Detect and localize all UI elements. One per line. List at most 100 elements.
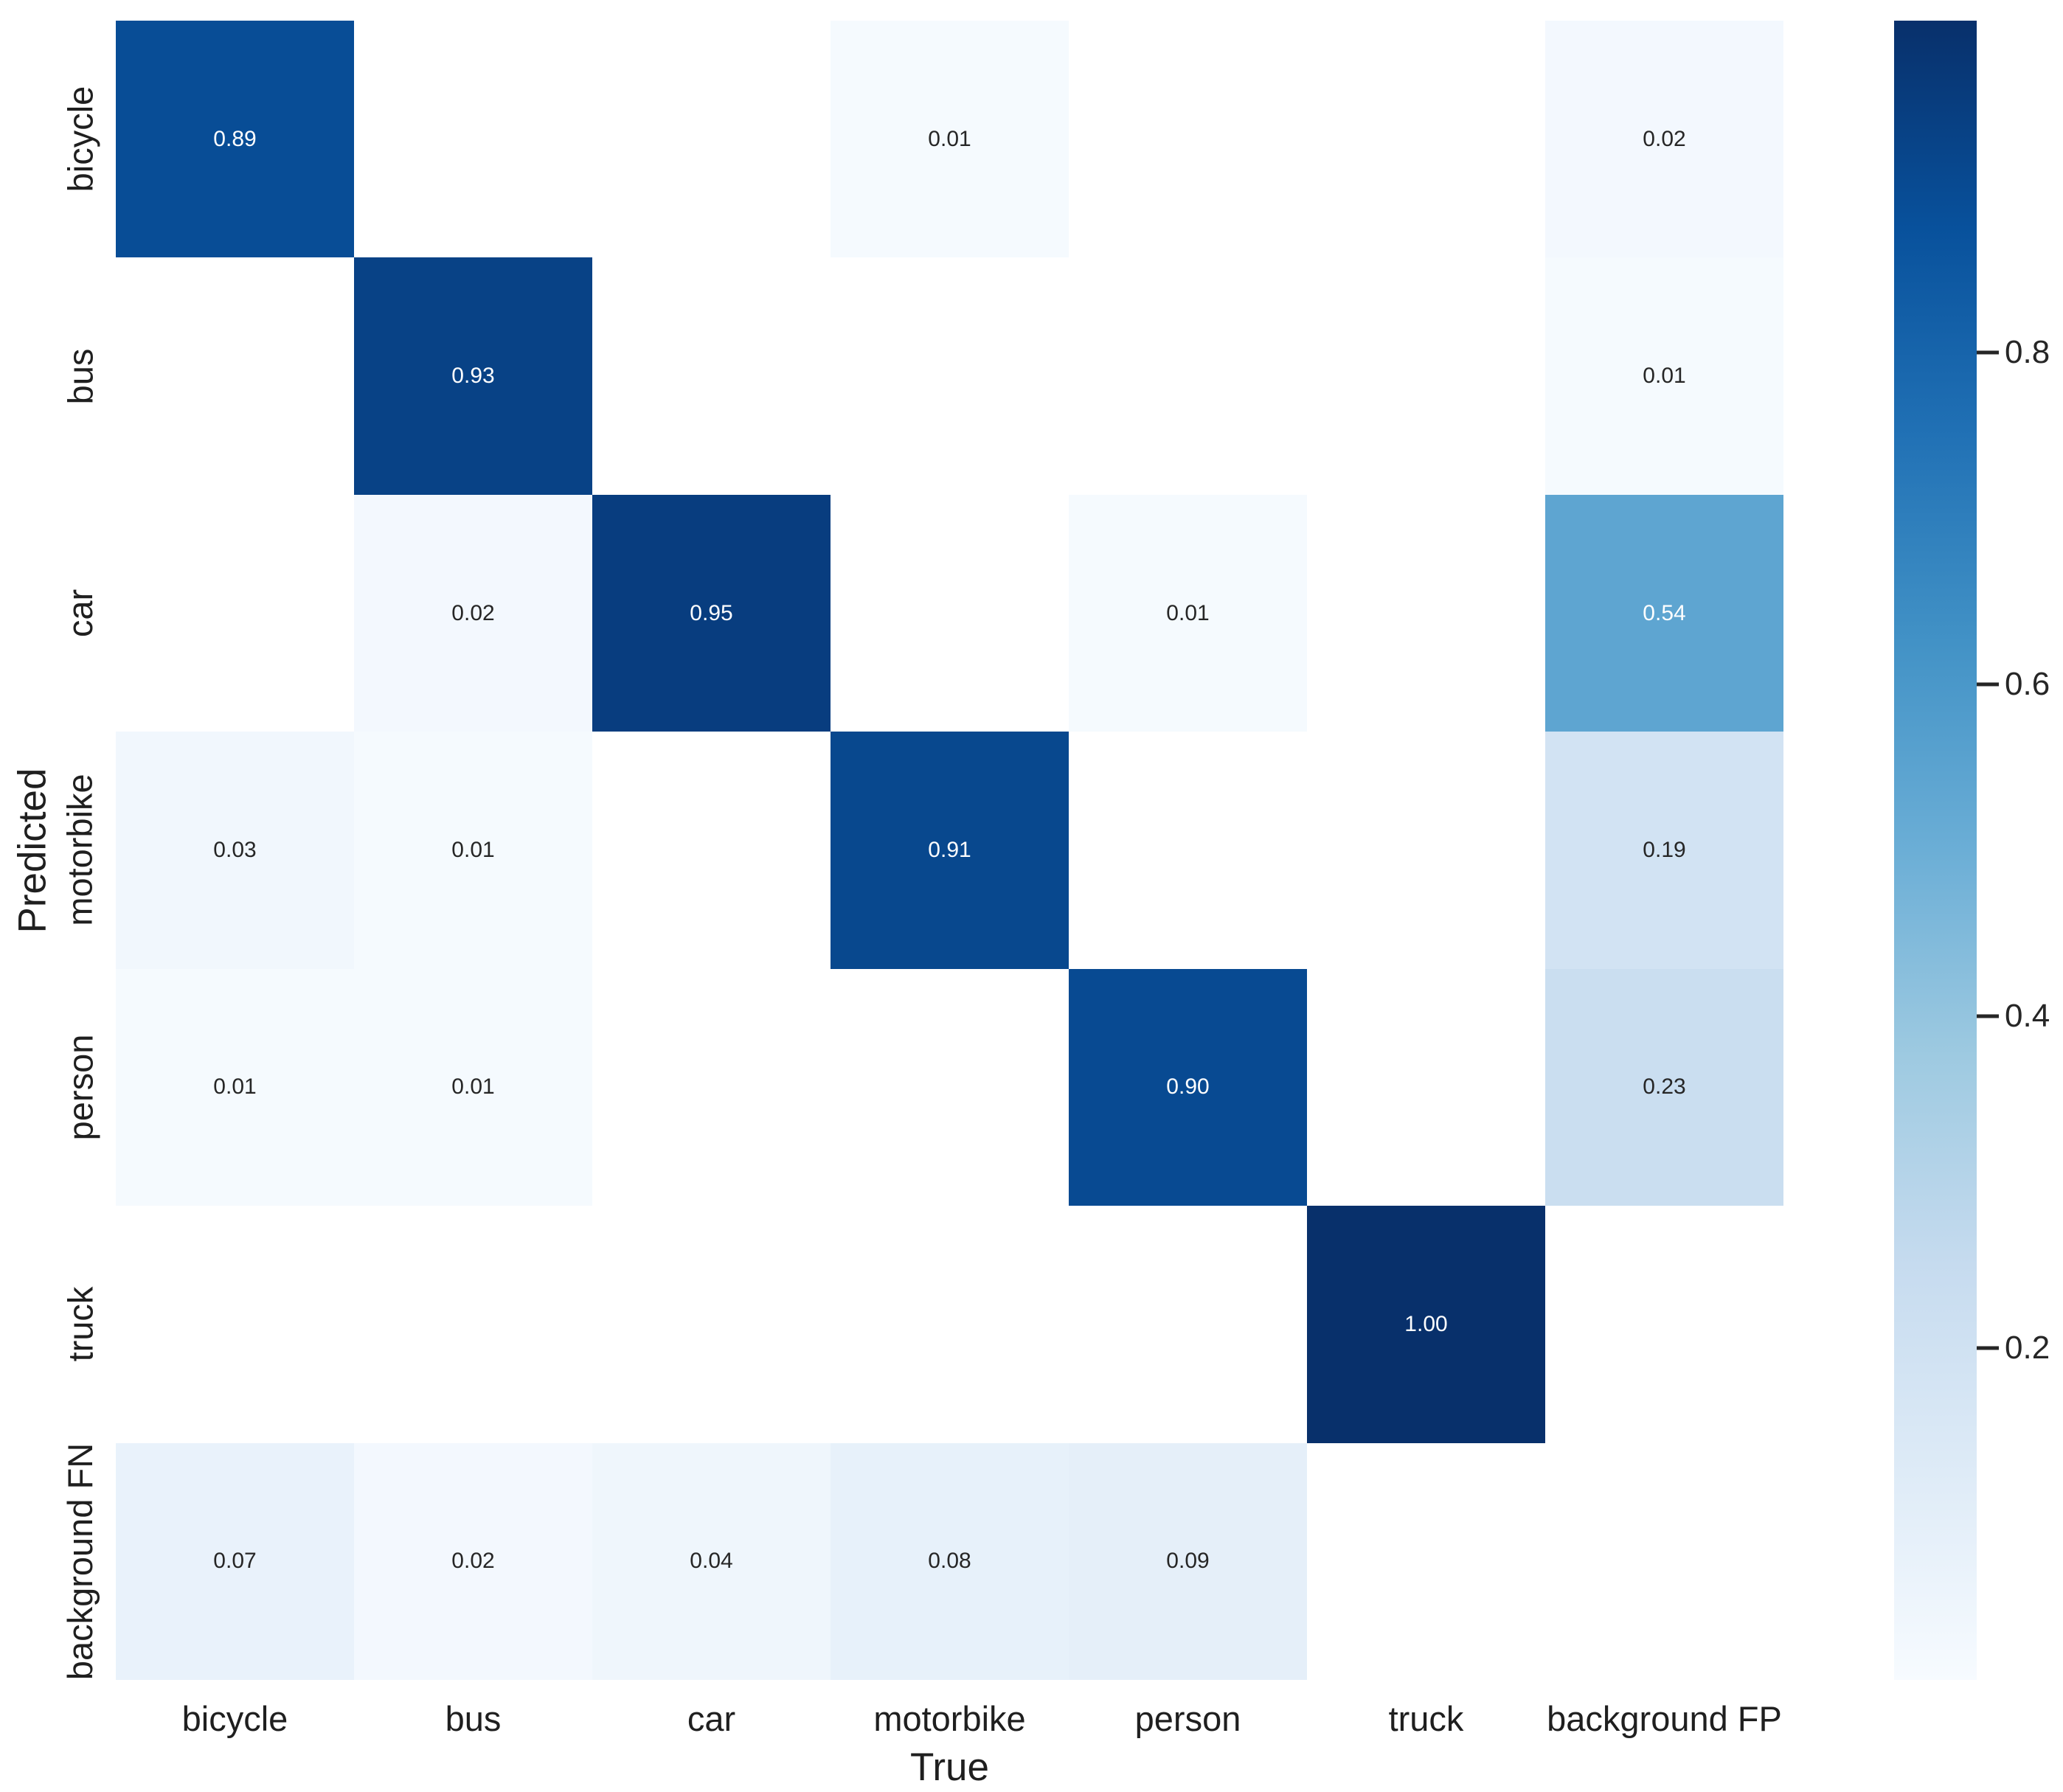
- heatmap-cell: [831, 257, 1069, 495]
- heatmap-cell: [592, 1206, 831, 1443]
- colorbar-tick: [1977, 1014, 1999, 1018]
- cell-value: 0.07: [213, 1549, 257, 1574]
- y-tick-label: truck: [60, 1286, 100, 1362]
- heatmap-cell: 0.01: [116, 968, 354, 1206]
- y-tick-cell: bus: [44, 257, 116, 494]
- heatmap-cell: 0.91: [831, 732, 1069, 969]
- cell-value: 0.90: [1166, 1074, 1210, 1100]
- heatmap-cell: [1069, 21, 1307, 258]
- heatmap-cell: [1545, 1206, 1783, 1443]
- y-tick-label: background FN: [60, 1442, 100, 1680]
- heatmap-cell: 0.89: [116, 21, 354, 258]
- heatmap-cell: 0.01: [1545, 257, 1783, 495]
- cell-value: 0.54: [1643, 600, 1686, 625]
- cell-value: 0.03: [213, 837, 257, 862]
- colorbar-tick: [1977, 1346, 1999, 1350]
- heatmap-cell: [116, 1206, 354, 1443]
- heatmap-cell: 0.90: [1069, 968, 1307, 1206]
- heatmap-cell: 0.02: [354, 494, 592, 732]
- cell-value: 0.91: [928, 837, 971, 862]
- y-tick-label: person: [60, 1034, 100, 1141]
- heatmap-cell: 0.02: [354, 1442, 592, 1680]
- cell-value: 0.01: [451, 837, 495, 862]
- cell-value: 1.00: [1404, 1311, 1448, 1336]
- cell-value: 0.19: [1643, 837, 1686, 862]
- y-tick-cell: bicycle: [44, 21, 116, 257]
- x-tick-labels: bicycle bus car motorbike person truck backgro…: [116, 1689, 1783, 1748]
- cell-value: 0.01: [1643, 364, 1686, 389]
- heatmap-cell: 0.08: [831, 1442, 1069, 1680]
- heatmap-cell: [354, 1206, 592, 1443]
- heatmap-cell: [1307, 732, 1545, 969]
- cell-value: 0.02: [451, 600, 495, 625]
- heatmap-cell: 0.03: [116, 732, 354, 969]
- colorbar-tick: [1977, 350, 1999, 355]
- x-axis-label: True: [909, 1746, 989, 1789]
- heatmap-cell: [592, 732, 831, 969]
- cell-value: 0.02: [1643, 126, 1686, 151]
- heatmap-cell: 1.00: [1307, 1206, 1545, 1443]
- heatmap-cell: 0.19: [1545, 732, 1783, 969]
- x-tick-label: background FP: [1547, 1698, 1782, 1738]
- x-tick-label: bus: [445, 1698, 502, 1738]
- y-tick-cell: car: [44, 495, 116, 732]
- heatmap-cell: [831, 968, 1069, 1206]
- x-tick-label: motorbike: [873, 1698, 1026, 1738]
- cell-value: 0.93: [451, 364, 495, 389]
- heatmap-cell: [592, 257, 831, 495]
- heatmap-cell: 0.54: [1545, 494, 1783, 732]
- cell-value: 0.08: [928, 1549, 971, 1574]
- x-tick-label: truck: [1388, 1698, 1464, 1738]
- cell-value: 0.02: [451, 1549, 495, 1574]
- heatmap-cell: 0.02: [1545, 21, 1783, 258]
- x-tick-label: person: [1134, 1698, 1241, 1738]
- heatmap-cell: [592, 21, 831, 258]
- heatmap-cell: [1069, 1206, 1307, 1443]
- y-tick-label: car: [60, 588, 100, 638]
- heatmap-cell: [592, 968, 831, 1206]
- heatmap-cell: 0.09: [1069, 1442, 1307, 1680]
- heatmap-cell: 0.01: [1069, 494, 1307, 732]
- heatmap-cell: [1545, 1442, 1783, 1680]
- heatmap-cell: 0.01: [831, 21, 1069, 258]
- heatmap-cell: 0.07: [116, 1442, 354, 1680]
- cell-value: 0.89: [213, 126, 257, 151]
- y-tick-cell: background FN: [44, 1443, 116, 1680]
- colorbar-tick: [1977, 682, 1999, 687]
- heatmap-cell: [1307, 968, 1545, 1206]
- heatmap-cell: [1069, 732, 1307, 969]
- cell-value: 0.01: [213, 1074, 257, 1100]
- x-tick-label: bicycle: [181, 1698, 288, 1738]
- colorbar-tick-label: 0.6: [2005, 666, 2050, 702]
- y-tick-label: bicycle: [60, 86, 100, 192]
- x-axis-label-wrap: True: [116, 1745, 1783, 1790]
- heatmap-cell: [1307, 21, 1545, 258]
- y-tick-cell: person: [44, 969, 116, 1206]
- heatmap-cell: 0.01: [354, 732, 592, 969]
- cell-value: 0.01: [451, 1074, 495, 1100]
- y-tick-cell: motorbike: [44, 732, 116, 968]
- heatmap-cell: [831, 494, 1069, 732]
- x-tick-label: car: [687, 1698, 736, 1738]
- y-tick-label: motorbike: [60, 774, 100, 927]
- cell-value: 0.01: [928, 126, 971, 151]
- heatmap-cell: [1307, 494, 1545, 732]
- heatmap-cell: 0.23: [1545, 968, 1783, 1206]
- cell-value: 0.23: [1643, 1074, 1686, 1100]
- heatmap-cell: [116, 494, 354, 732]
- cell-value: 0.09: [1166, 1549, 1210, 1574]
- heatmap-cell: [354, 21, 592, 258]
- heatmap-cell: 0.93: [354, 257, 592, 495]
- cell-value: 0.95: [690, 600, 733, 625]
- cell-value: 0.01: [1166, 600, 1210, 625]
- colorbar-tick-label: 0.4: [2005, 998, 2050, 1034]
- heatmap-cell: 0.04: [592, 1442, 831, 1680]
- y-tick-label: bus: [60, 348, 100, 405]
- y-tick-labels: bicycle bus car motorbike person truck backgro…: [44, 21, 116, 1680]
- y-tick-cell: truck: [44, 1206, 116, 1442]
- heatmap-cell: [1069, 257, 1307, 495]
- heatmap-cell: 0.95: [592, 494, 831, 732]
- heatmap-cell: 0.01: [354, 968, 592, 1206]
- heatmap-cell: [831, 1206, 1069, 1443]
